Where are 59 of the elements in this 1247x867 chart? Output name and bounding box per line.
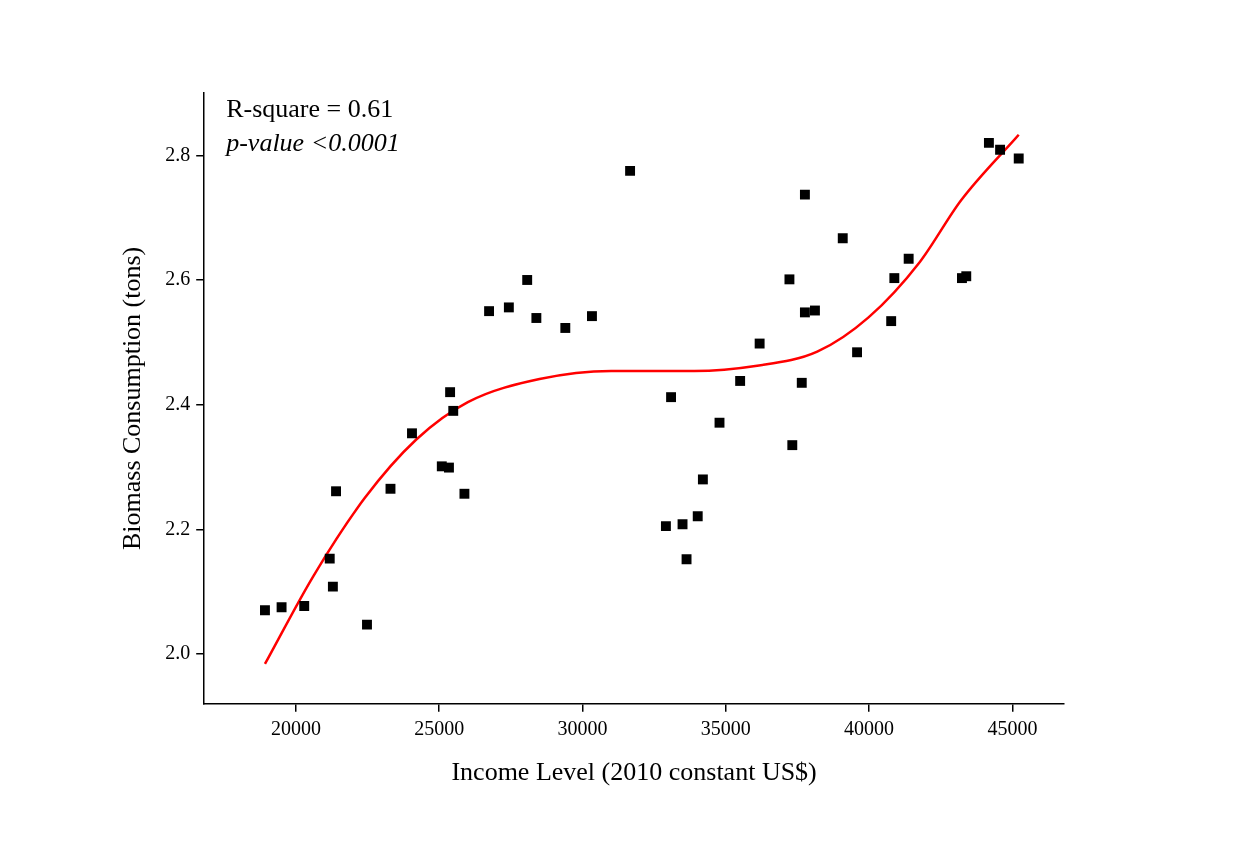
point xyxy=(837,233,848,244)
point xyxy=(995,144,1006,155)
point xyxy=(324,553,335,564)
x-tick-label: 40000 xyxy=(844,717,895,740)
point xyxy=(666,392,677,403)
point xyxy=(784,274,795,285)
point xyxy=(503,302,514,313)
point xyxy=(385,483,396,494)
x-tick-label: 35000 xyxy=(700,717,751,740)
y-tick-label: 2.2 xyxy=(165,516,191,539)
point xyxy=(692,511,703,522)
x-axis-title: Income Level (2010 constant US$) xyxy=(451,757,817,787)
point xyxy=(787,440,798,451)
point xyxy=(484,306,495,317)
y-tick-label: 2.4 xyxy=(165,391,191,414)
x-tick-label: 45000 xyxy=(987,717,1038,740)
point xyxy=(587,311,597,322)
point xyxy=(327,581,338,592)
point xyxy=(852,347,863,358)
point xyxy=(1013,153,1024,164)
point xyxy=(560,323,571,333)
point xyxy=(362,619,372,630)
y-axis-title: Biomass Consumption (tons) xyxy=(117,246,147,551)
point xyxy=(681,554,692,565)
point xyxy=(889,273,900,284)
point xyxy=(522,275,533,285)
point xyxy=(448,405,459,416)
point xyxy=(260,605,270,616)
x-tick-label: 25000 xyxy=(414,717,465,740)
point xyxy=(754,338,765,349)
x-tick-label: 20000 xyxy=(270,717,321,740)
point xyxy=(299,601,310,611)
annotation: R-square = 0.61 xyxy=(226,93,394,123)
point xyxy=(796,377,807,388)
point xyxy=(799,307,810,318)
point xyxy=(714,417,725,428)
point xyxy=(903,253,914,264)
point xyxy=(531,313,542,323)
y-tick-label: 2.0 xyxy=(165,641,191,664)
point xyxy=(810,305,820,316)
x-tick-label: 30000 xyxy=(557,717,608,740)
point xyxy=(697,474,708,485)
point xyxy=(331,486,341,497)
point xyxy=(459,488,470,499)
point xyxy=(735,376,746,386)
point xyxy=(961,271,972,282)
point xyxy=(444,462,454,473)
point xyxy=(983,137,994,148)
point xyxy=(799,189,810,200)
point xyxy=(660,521,671,532)
annotation: p-value <0.0001 xyxy=(224,127,400,157)
point xyxy=(276,602,287,613)
point xyxy=(407,428,417,439)
point xyxy=(886,316,897,327)
point xyxy=(625,165,636,176)
y-tick-label: 2.8 xyxy=(165,142,191,165)
point xyxy=(445,387,456,398)
y-tick-label: 2.6 xyxy=(165,267,191,290)
point xyxy=(677,519,688,530)
